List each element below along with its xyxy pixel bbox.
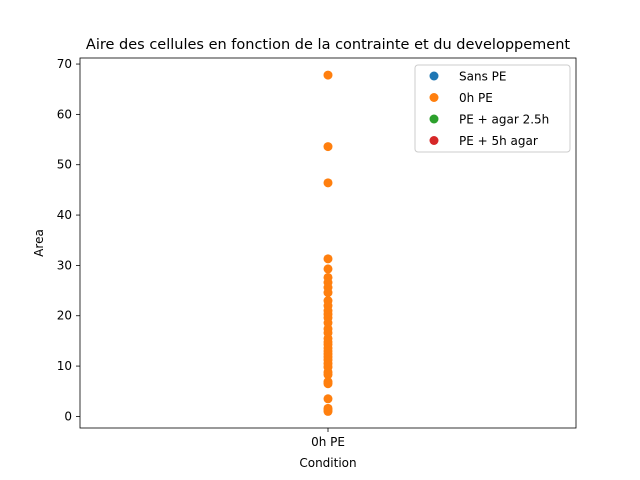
data-point	[323, 70, 333, 80]
data-point	[323, 254, 333, 264]
data-point	[323, 394, 333, 404]
y-axis-label: Area	[32, 229, 46, 257]
legend-box	[414, 64, 571, 153]
legend-marker	[429, 114, 439, 124]
data-point	[323, 142, 333, 152]
y-tick-label: 50	[57, 158, 72, 172]
y-tick-label: 40	[57, 208, 72, 222]
legend-label: PE + agar 2.5h	[459, 113, 549, 127]
y-tick-label: 0	[64, 409, 72, 423]
x-axis: 0h PE	[311, 428, 345, 449]
x-axis-label: Condition	[299, 456, 356, 470]
y-tick-label: 30	[57, 258, 72, 272]
legend: Sans PE 0h PE PE + agar 2.5h PE + 5h agar	[414, 64, 571, 153]
y-tick-label: 20	[57, 309, 72, 323]
y-axis: 0 10 20 30 40 50 60 70	[57, 57, 80, 423]
y-tick-label: 70	[57, 57, 72, 71]
chart-title: Aire des cellules en fonction de la cont…	[86, 37, 570, 53]
data-point	[323, 379, 333, 389]
x-tick-label: 0h PE	[311, 435, 345, 449]
legend-label: 0h PE	[459, 91, 493, 105]
legend-marker	[429, 93, 439, 102]
legend-marker	[429, 71, 439, 81]
data-points	[323, 70, 333, 416]
legend-label: PE + 5h agar	[459, 134, 538, 148]
y-tick-label: 60	[57, 107, 72, 121]
data-point	[323, 288, 333, 298]
y-tick-label: 10	[57, 359, 72, 373]
data-point	[323, 264, 333, 274]
data-point	[323, 370, 333, 380]
data-point	[323, 406, 333, 416]
legend-marker	[429, 136, 439, 145]
data-point	[323, 178, 333, 188]
legend-label: Sans PE	[459, 70, 506, 84]
